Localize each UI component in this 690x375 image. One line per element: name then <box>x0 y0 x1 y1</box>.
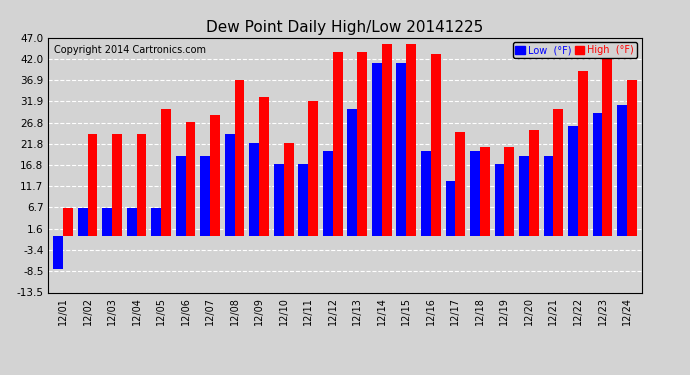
Bar <box>78 208 88 236</box>
Bar <box>372 63 382 236</box>
Legend: Low  (°F), High  (°F): Low (°F), High (°F) <box>513 42 637 58</box>
Bar <box>176 156 186 236</box>
Bar <box>455 132 465 236</box>
Bar <box>578 71 588 236</box>
Bar <box>406 44 416 236</box>
Bar <box>529 130 539 236</box>
Bar <box>568 126 578 236</box>
Bar <box>470 151 480 236</box>
Bar <box>186 122 195 236</box>
Bar <box>161 109 171 236</box>
Bar <box>63 208 73 236</box>
Bar <box>593 113 602 236</box>
Bar <box>210 116 220 236</box>
Bar <box>151 208 161 236</box>
Bar <box>88 135 97 236</box>
Bar <box>627 80 637 236</box>
Bar <box>284 143 293 236</box>
Bar <box>357 52 367 236</box>
Bar <box>495 164 504 236</box>
Bar <box>544 156 553 236</box>
Bar <box>127 208 137 236</box>
Bar <box>553 109 563 236</box>
Bar <box>480 147 490 236</box>
Bar <box>259 96 269 236</box>
Bar <box>298 164 308 236</box>
Bar <box>249 143 259 236</box>
Bar <box>617 105 627 236</box>
Bar <box>602 50 612 236</box>
Bar <box>348 109 357 236</box>
Bar <box>102 208 112 236</box>
Bar <box>446 181 455 236</box>
Bar <box>225 135 235 236</box>
Bar <box>200 156 210 236</box>
Bar <box>382 44 392 236</box>
Title: Dew Point Daily High/Low 20141225: Dew Point Daily High/Low 20141225 <box>206 20 484 35</box>
Bar <box>504 147 514 236</box>
Bar <box>519 156 529 236</box>
Bar <box>137 135 146 236</box>
Bar <box>333 52 342 236</box>
Bar <box>323 151 333 236</box>
Bar <box>112 135 122 236</box>
Text: Copyright 2014 Cartronics.com: Copyright 2014 Cartronics.com <box>55 45 206 55</box>
Bar <box>274 164 284 236</box>
Bar <box>235 80 244 236</box>
Bar <box>421 151 431 236</box>
Bar <box>397 63 406 236</box>
Bar <box>53 236 63 269</box>
Bar <box>308 101 318 236</box>
Bar <box>431 54 441 236</box>
